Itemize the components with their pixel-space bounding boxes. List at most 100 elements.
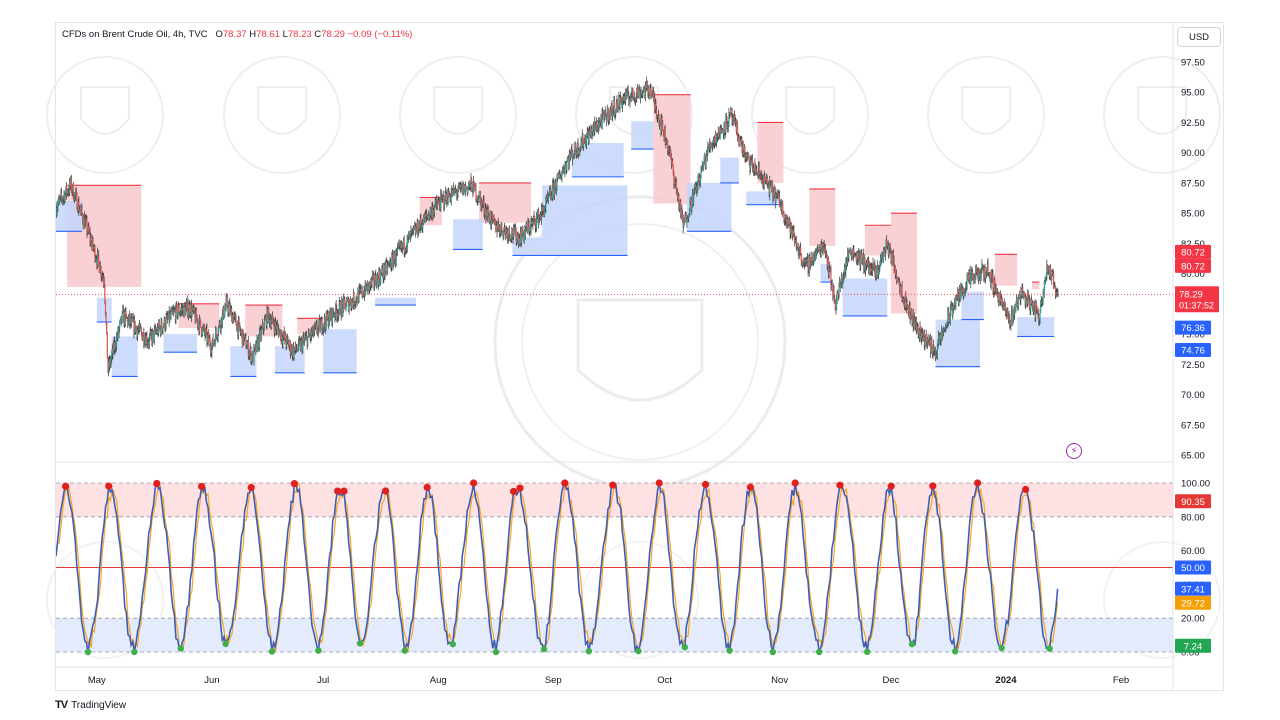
candle-up xyxy=(638,88,640,97)
candle-up xyxy=(711,145,713,149)
candle-up xyxy=(910,316,912,320)
candle-down xyxy=(894,267,896,274)
candle-down xyxy=(873,262,875,267)
candle-down xyxy=(421,225,423,229)
candle-up xyxy=(405,249,407,252)
candle-down xyxy=(668,148,670,152)
candle-down xyxy=(373,274,375,285)
candle-up xyxy=(666,139,668,142)
oscillator-pane[interactable] xyxy=(56,479,1173,656)
candle-up xyxy=(723,122,725,135)
candle-up xyxy=(545,199,547,209)
candle-up xyxy=(775,194,777,203)
candle-up xyxy=(351,299,353,308)
candle-down xyxy=(522,233,525,240)
candle-up xyxy=(858,252,860,260)
candle-up xyxy=(656,116,658,118)
candle-down xyxy=(475,199,478,201)
oversold-dot xyxy=(908,640,916,648)
time-tick-label: Oct xyxy=(657,675,672,686)
candle-up xyxy=(870,268,872,272)
candle-up xyxy=(258,331,261,347)
candle-down xyxy=(790,223,792,234)
candle-up xyxy=(1036,310,1039,312)
candle-down xyxy=(912,314,914,328)
candle-down xyxy=(284,334,287,342)
candle-down xyxy=(273,322,275,326)
candle-up xyxy=(497,223,499,231)
candle-up xyxy=(574,143,576,156)
candle-up xyxy=(962,288,964,292)
support-zone xyxy=(720,157,739,183)
candle-up xyxy=(445,193,447,200)
candle-up xyxy=(937,342,939,349)
candle-up xyxy=(1011,311,1013,312)
candle-down xyxy=(721,130,723,132)
candle-up xyxy=(876,268,878,278)
candle-up xyxy=(805,259,807,263)
candle-up xyxy=(413,227,415,230)
candle-up xyxy=(944,328,946,330)
candle-up xyxy=(932,344,934,355)
osc-main-badge: 37.41 xyxy=(1181,584,1205,595)
candle-down xyxy=(594,121,596,129)
candle-down xyxy=(132,318,134,322)
candle-down xyxy=(869,266,872,272)
candle-down xyxy=(109,358,112,364)
lightning-icon[interactable]: ⚡ xyxy=(1066,443,1082,459)
osc-tick-label: 100.00 xyxy=(1181,479,1210,490)
candle-down xyxy=(499,233,501,235)
candle-down xyxy=(933,344,935,352)
candle-down xyxy=(330,313,332,319)
open-value: 78.37 xyxy=(222,29,247,40)
candle-up xyxy=(937,336,940,343)
candle-down xyxy=(377,275,379,278)
candle-up xyxy=(949,305,951,323)
candle-up xyxy=(976,270,978,272)
overbought-dot xyxy=(247,483,255,492)
candle-down xyxy=(377,277,379,285)
currency-button[interactable]: USD xyxy=(1177,27,1221,47)
candle-down xyxy=(498,223,500,228)
candle-up xyxy=(960,285,962,300)
candle-up xyxy=(872,262,874,270)
candle-up xyxy=(279,329,281,332)
candle-down xyxy=(446,202,449,205)
candle-up xyxy=(916,326,919,327)
candle-up xyxy=(1056,292,1058,294)
candle-up xyxy=(576,142,578,156)
candle-down xyxy=(197,319,199,326)
candle-up xyxy=(642,90,644,95)
candle-down xyxy=(973,277,976,281)
candle-down xyxy=(759,175,762,176)
overbought-dot xyxy=(836,481,844,489)
support-zone xyxy=(96,297,112,322)
candle-down xyxy=(759,170,761,176)
candle-up xyxy=(680,209,682,216)
candle-up xyxy=(149,333,151,337)
tradingview-logo[interactable]: TV TradingView xyxy=(55,699,126,711)
candle-down xyxy=(576,153,578,156)
candle-down xyxy=(164,318,166,329)
candle-up xyxy=(119,322,121,329)
overbought-dot xyxy=(974,479,982,487)
candle-up xyxy=(556,177,558,189)
candle-down xyxy=(665,141,667,145)
candle-down xyxy=(716,134,718,138)
candle-up xyxy=(205,329,207,330)
candle-down xyxy=(939,335,941,342)
candle-up xyxy=(556,174,559,178)
oversold-dot xyxy=(1046,645,1053,652)
candle-up xyxy=(691,207,693,210)
candle-down xyxy=(1015,304,1017,308)
candle-up xyxy=(290,352,292,354)
candle-down xyxy=(475,187,477,200)
osc-low-badge: 7.24 xyxy=(1184,641,1203,652)
price-pane[interactable] xyxy=(55,76,1173,377)
candle-up xyxy=(999,293,1001,302)
candle-down xyxy=(574,143,577,152)
candle-down xyxy=(438,202,441,207)
candle-down xyxy=(539,215,541,217)
candle-up xyxy=(660,117,663,132)
